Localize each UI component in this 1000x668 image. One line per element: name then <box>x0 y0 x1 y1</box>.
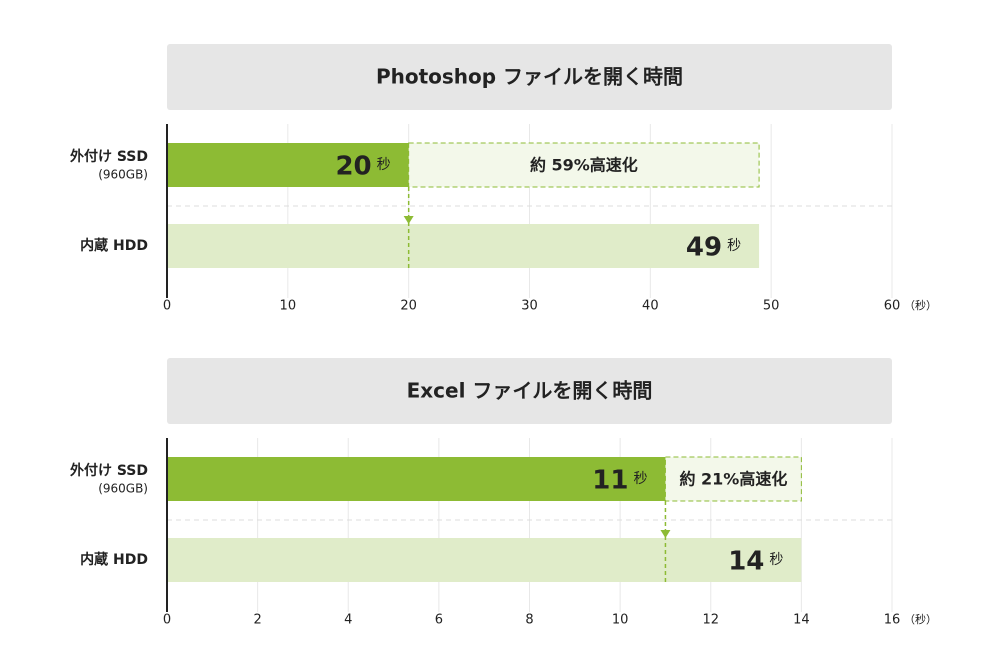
x-tick-label: 14 <box>793 613 810 628</box>
arrow-head <box>403 216 414 224</box>
x-tick-label: 0 <box>163 613 171 628</box>
value-unit: 秒 <box>377 157 391 173</box>
x-tick-label: 4 <box>344 613 352 628</box>
x-tick-label: 60 <box>884 299 901 314</box>
x-tick-label: 0 <box>163 299 171 314</box>
title-box <box>167 358 892 424</box>
value-unit: 秒 <box>633 471 647 487</box>
x-tick-label: 12 <box>702 613 719 628</box>
annotation: 約 21%高速化 <box>679 470 787 489</box>
category-label: 内蔵 HDD <box>80 551 148 568</box>
title-box <box>167 44 892 110</box>
x-tick-label: 20 <box>400 299 417 314</box>
bar <box>167 224 760 268</box>
annotation-box <box>408 142 760 188</box>
arrow-head <box>660 530 671 538</box>
category-label: 内蔵 HDD <box>80 237 148 254</box>
value-unit: 秒 <box>769 552 783 568</box>
x-axis-label: （秒） <box>904 298 937 312</box>
x-tick-label: 10 <box>280 299 297 314</box>
x-tick-label: 50 <box>763 299 780 314</box>
x-tick-label: 16 <box>884 613 901 628</box>
bar <box>167 538 802 582</box>
chart-title: Excel ファイルを開く時間 <box>407 379 653 403</box>
x-axis-label: （秒） <box>904 612 937 626</box>
value-label: 11 <box>592 466 628 496</box>
value-unit: 秒 <box>727 238 741 254</box>
category-sublabel: (960GB) <box>98 168 148 182</box>
category-label: 外付け SSD <box>70 462 148 479</box>
x-tick-label: 8 <box>525 613 533 628</box>
value-label: 49 <box>686 233 722 263</box>
annotation-box <box>664 456 802 502</box>
x-tick-label: 10 <box>612 613 629 628</box>
x-tick-label: 6 <box>435 613 443 628</box>
category-sublabel: (960GB) <box>98 482 148 496</box>
bar <box>167 457 666 501</box>
bar <box>167 143 409 187</box>
chart-title: Photoshop ファイルを開く時間 <box>376 65 683 89</box>
value-label: 20 <box>335 152 371 182</box>
category-label: 外付け SSD <box>70 148 148 165</box>
annotation: 約 59%高速化 <box>530 156 638 175</box>
x-tick-label: 40 <box>642 299 659 314</box>
value-label: 14 <box>728 547 764 577</box>
x-tick-label: 2 <box>253 613 261 628</box>
x-tick-label: 30 <box>521 299 538 314</box>
